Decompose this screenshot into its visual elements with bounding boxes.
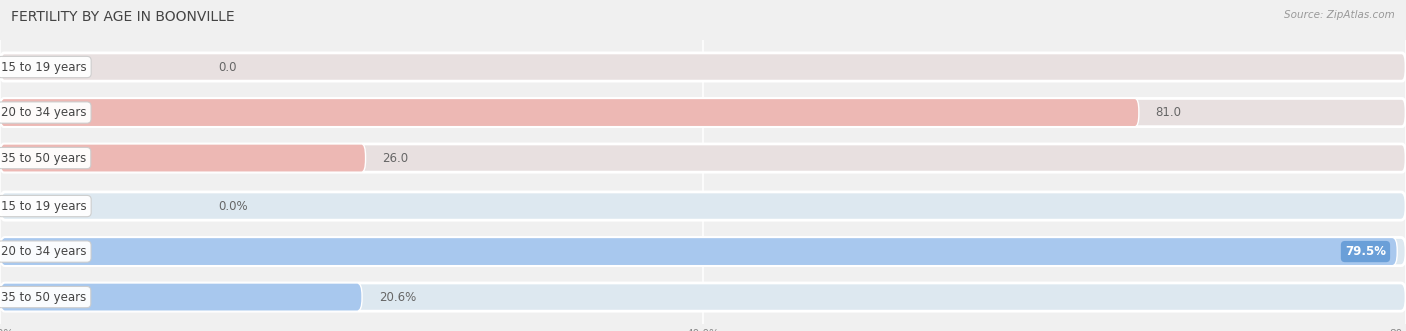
- Text: 81.0: 81.0: [1156, 106, 1181, 119]
- Text: 20.6%: 20.6%: [380, 291, 416, 304]
- Text: 0.0: 0.0: [218, 61, 236, 73]
- FancyBboxPatch shape: [0, 237, 1406, 266]
- Text: 35 to 50 years: 35 to 50 years: [1, 152, 87, 165]
- Text: 79.5%: 79.5%: [1346, 245, 1386, 258]
- Text: 35 to 50 years: 35 to 50 years: [1, 291, 87, 304]
- Text: 20 to 34 years: 20 to 34 years: [1, 245, 87, 258]
- FancyBboxPatch shape: [0, 283, 1406, 311]
- Text: FERTILITY BY AGE IN BOONVILLE: FERTILITY BY AGE IN BOONVILLE: [11, 10, 235, 24]
- Text: 0.0%: 0.0%: [218, 200, 247, 213]
- Text: 26.0: 26.0: [382, 152, 409, 165]
- FancyBboxPatch shape: [0, 98, 1139, 127]
- Text: Source: ZipAtlas.com: Source: ZipAtlas.com: [1284, 10, 1395, 20]
- Text: 15 to 19 years: 15 to 19 years: [1, 61, 87, 73]
- FancyBboxPatch shape: [0, 98, 1406, 127]
- FancyBboxPatch shape: [0, 237, 1398, 266]
- FancyBboxPatch shape: [0, 53, 1406, 81]
- FancyBboxPatch shape: [0, 283, 363, 311]
- Text: 20 to 34 years: 20 to 34 years: [1, 106, 87, 119]
- FancyBboxPatch shape: [0, 144, 1406, 172]
- Text: 15 to 19 years: 15 to 19 years: [1, 200, 87, 213]
- FancyBboxPatch shape: [0, 144, 366, 172]
- FancyBboxPatch shape: [0, 192, 1406, 220]
